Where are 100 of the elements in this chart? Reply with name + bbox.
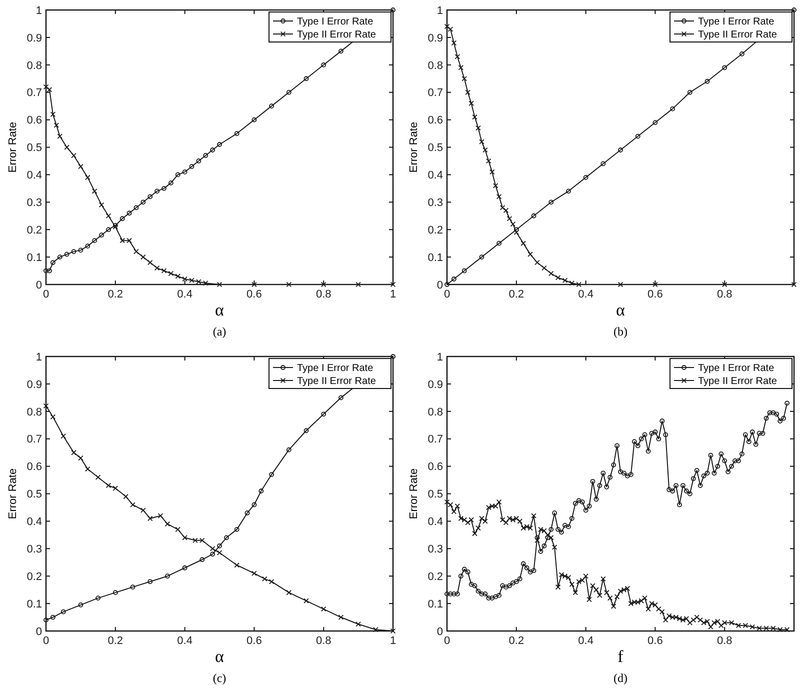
point	[78, 455, 84, 461]
y-tick-label: 1	[436, 4, 443, 17]
point	[454, 54, 460, 60]
y-tick-label: 0.7	[428, 87, 443, 100]
point	[286, 447, 292, 452]
legend-label: Type II Error Rate	[297, 376, 376, 387]
point	[175, 526, 181, 532]
y-tick-label: 0.7	[428, 434, 443, 446]
point	[252, 117, 257, 122]
point	[50, 414, 56, 420]
point	[468, 100, 474, 106]
y-tick-label: 0.6	[428, 461, 443, 474]
point	[500, 204, 506, 210]
x-tick-label: 1	[390, 288, 396, 300]
point	[510, 221, 516, 227]
point	[154, 188, 160, 194]
point	[687, 90, 692, 95]
point	[304, 428, 309, 434]
point	[542, 265, 547, 271]
point	[71, 152, 76, 158]
point	[704, 78, 710, 84]
point	[165, 574, 170, 579]
y-tick-label: 0.1	[428, 598, 443, 610]
point	[168, 180, 174, 186]
point	[618, 282, 624, 288]
text: (b)	[614, 324, 628, 338]
point	[196, 158, 202, 164]
point	[168, 270, 174, 276]
x-tick-label: 0.2	[508, 288, 524, 300]
point	[44, 268, 48, 274]
point	[492, 183, 498, 188]
point	[92, 238, 98, 244]
point	[531, 213, 536, 218]
point	[200, 557, 205, 562]
x-axis-title: α	[616, 300, 626, 320]
point	[496, 240, 502, 246]
point	[126, 210, 132, 216]
y-tick-label: 0.8	[26, 406, 42, 418]
point	[92, 188, 98, 194]
point	[217, 142, 222, 147]
y-tick-label: 0.7	[26, 434, 42, 446]
point	[476, 125, 481, 131]
point	[472, 114, 478, 120]
point	[57, 134, 63, 139]
x-tick-label: 0.2	[108, 288, 124, 300]
point	[356, 621, 361, 627]
point	[635, 134, 640, 139]
point	[479, 254, 484, 260]
y-tick-label: 0	[436, 279, 443, 292]
y-tick-label: 1	[36, 351, 42, 364]
y-tick-label: 0	[436, 626, 443, 638]
point	[148, 579, 153, 584]
x-tick-label: 0.4	[578, 635, 594, 647]
point	[234, 562, 240, 568]
legend-label: Type II Error Rate	[698, 30, 778, 40]
point	[252, 502, 257, 508]
point	[60, 433, 66, 439]
point	[112, 224, 118, 230]
point	[618, 148, 623, 152]
x-axis-title: α	[215, 647, 224, 666]
y-tick-label: 0	[36, 279, 42, 292]
y-tick-label: 0.3	[26, 544, 42, 556]
point	[123, 494, 128, 500]
point	[134, 205, 139, 210]
point	[244, 510, 250, 516]
text: (d)	[614, 671, 628, 685]
point	[43, 84, 49, 90]
point	[216, 550, 222, 556]
y-tick-label: 0.9	[428, 378, 443, 391]
point	[175, 172, 180, 178]
y-tick-label: 0.6	[428, 114, 443, 127]
point	[320, 606, 326, 612]
point	[106, 227, 111, 232]
point	[234, 526, 240, 532]
point	[252, 282, 257, 288]
point	[189, 164, 194, 169]
point	[269, 472, 274, 477]
point	[112, 590, 118, 596]
point	[583, 174, 588, 180]
y-tick-label: 0.6	[26, 114, 42, 127]
x-tick-label: 0.6	[246, 288, 262, 300]
y-tick-label: 0.2	[428, 224, 443, 236]
point	[496, 194, 502, 200]
point	[286, 590, 292, 596]
point	[112, 223, 118, 228]
point	[95, 474, 101, 480]
point	[161, 268, 167, 274]
y-axis-title: Error Rate	[7, 122, 19, 173]
x-tick-label: 0.8	[716, 288, 732, 300]
point	[162, 186, 166, 191]
point	[338, 395, 344, 400]
point	[320, 282, 326, 288]
point	[78, 164, 84, 170]
y-axis-title: Error Rate	[408, 468, 420, 520]
point	[566, 188, 571, 194]
text: (a)	[212, 324, 226, 338]
y-tick-label: 0.2	[26, 224, 42, 236]
point	[164, 521, 170, 527]
y-tick-label: 0.4	[26, 516, 42, 528]
point	[791, 282, 797, 288]
